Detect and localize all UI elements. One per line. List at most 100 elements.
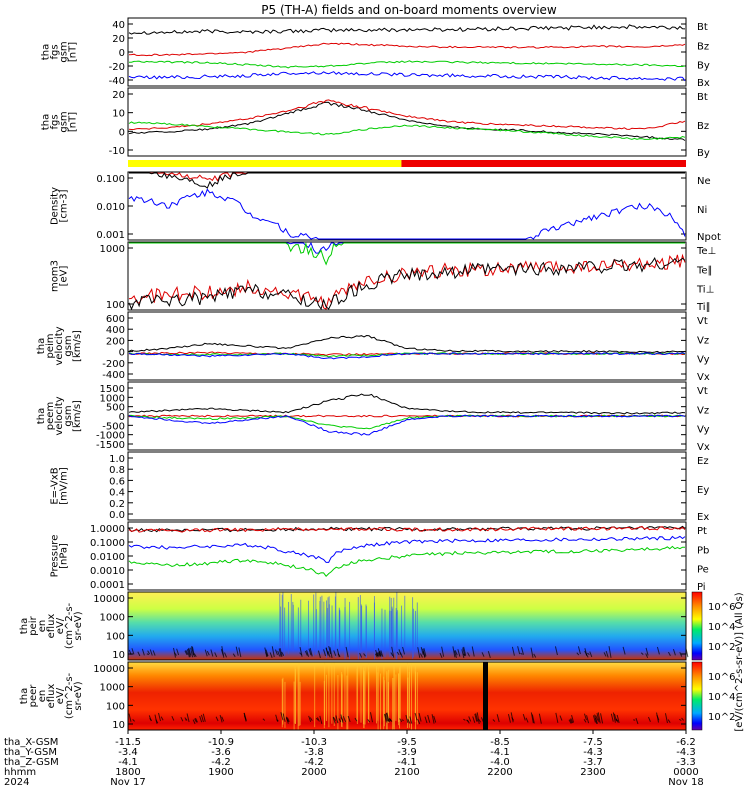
spectrogram-dropout: [664, 713, 668, 724]
panel-label: peim: [45, 333, 56, 358]
spectrogram-dropout: [186, 713, 190, 723]
spectrogram-dropout: [496, 714, 500, 723]
spectrogram-dropout: [319, 715, 323, 725]
spectrogram-dropout: [407, 718, 411, 724]
spectrogram-dropout: [461, 649, 465, 659]
legend-bt: Bt: [697, 22, 708, 33]
spectrogram-dropout: [279, 647, 283, 657]
panel-label: en: [37, 690, 48, 703]
y-tick-label: -20: [109, 62, 125, 73]
spectrogram-dropout: [679, 651, 683, 657]
panel-label: en: [37, 620, 48, 633]
ephemeris-hhmm: 2200: [487, 767, 512, 778]
spectrogram-dropout: [672, 648, 676, 656]
panel-label: [km/s]: [72, 400, 83, 432]
spectrogram-dropout: [180, 716, 184, 722]
spectrogram-dropout: [265, 652, 269, 657]
y-tick-label: -40: [109, 76, 125, 87]
spectrogram-dropout: [511, 646, 515, 656]
series-line-ti: [129, 241, 685, 254]
panel-frame: [127, 311, 687, 381]
spectrogram-dropout: [329, 647, 333, 659]
ephemeris-x: -10.9: [208, 737, 234, 748]
spectrogram-dropout: [405, 714, 409, 723]
panel-label: [mV/m]: [59, 467, 70, 505]
spectrogram-dropout: [243, 712, 247, 722]
panel-label: tha: [41, 114, 52, 130]
spectrogram-dropout: [379, 650, 383, 656]
spectrogram-dropout: [538, 713, 542, 724]
series-line-pb: [128, 525, 686, 533]
spectrogram-dropout: [433, 715, 437, 723]
spectrogram-dropout: [171, 715, 175, 721]
series-line-te: [128, 256, 686, 311]
spectrogram-dropout: [520, 652, 523, 655]
panel-label: peir: [28, 615, 39, 635]
spectrogram-dropout: [399, 718, 403, 723]
spectrogram-dropout: [463, 646, 467, 656]
spectrogram-dropout: [328, 645, 332, 655]
panel-label: sr-eV): [73, 681, 84, 710]
spectrogram-dropout: [439, 652, 443, 658]
series-line-te: [128, 253, 686, 310]
spectrogram-dropout: [420, 653, 423, 658]
spectrogram-dropout: [577, 646, 581, 655]
panel-label: (cm^2-s-: [64, 672, 75, 719]
legend-pt: Pt: [697, 526, 707, 537]
spectrogram-dropout: [610, 713, 614, 722]
panel-frame: [127, 87, 687, 157]
spectrogram-dropout: [132, 718, 135, 722]
panel-frame: [127, 591, 687, 661]
panel-label: eV/: [55, 687, 66, 704]
y-tick-label: 1500: [100, 384, 125, 395]
series-line-bz: [128, 99, 686, 131]
ephemeris-y: -3.4: [118, 747, 138, 758]
spectrogram-dropout: [147, 650, 151, 655]
spectrogram-dropout: [681, 717, 684, 721]
spectrogram-dropout: [195, 717, 198, 723]
spectrogram-dropout: [262, 718, 266, 721]
panel-label: tha: [19, 618, 30, 634]
spectrogram-dropout: [377, 652, 381, 657]
legend-by: By: [697, 148, 710, 159]
legend-ex: Ex: [697, 512, 709, 523]
legend-ne: Ne: [697, 176, 711, 187]
spectrogram-dropout: [530, 712, 534, 724]
y-tick-label: 0.001: [96, 230, 125, 241]
panel-label: velocity: [54, 326, 65, 365]
spectrogram-dropout: [191, 646, 195, 658]
ephemeris-z: -4.0: [490, 757, 510, 768]
spectrogram-dropout: [176, 648, 180, 656]
spectrogram-dropout: [343, 716, 346, 723]
figure-title: P5 (TH-A) fields and on-board moments ov…: [261, 3, 557, 17]
ephemeris-z: -4.1: [118, 757, 138, 768]
series-line-pi: [128, 535, 686, 563]
spectrogram-dropout: [656, 646, 660, 655]
spectrogram-dropout: [409, 716, 413, 724]
colorbar-tick-label: 10^2: [708, 642, 735, 653]
y-tick-label: 0.0010: [90, 566, 125, 577]
y-tick-label: 0.0100: [90, 552, 125, 563]
spectrogram-dropout: [315, 717, 319, 721]
spectrogram-fill: [128, 592, 686, 660]
legend-pi: Pi: [697, 582, 706, 593]
spectrogram-dropout: [219, 714, 223, 723]
spectrogram-dropout: [388, 717, 392, 722]
colorbar-tick-label: 10^6: [708, 672, 735, 683]
ephemeris-row-label: hhmm: [4, 767, 36, 778]
spectrogram-dropout: [141, 648, 145, 656]
spectrogram-dropout: [188, 647, 192, 656]
ephemeris-y: -4.3: [583, 747, 603, 758]
spectrogram-dropout: [391, 646, 395, 658]
spectrogram-dropout: [271, 646, 275, 658]
y-tick-label: 100: [106, 701, 125, 712]
spectrogram-dropout: [286, 717, 290, 722]
legend-vx: Vx: [697, 442, 710, 453]
panel-label: eflux: [46, 614, 57, 639]
y-tick-label: 10000: [93, 594, 125, 605]
spectrogram-dropout: [185, 719, 188, 721]
panel-label: gsm: [59, 41, 70, 62]
panel-8: 1.0000 0.1000 0.0100 0.0010 0.0001 Pressure[n…: [50, 521, 709, 593]
